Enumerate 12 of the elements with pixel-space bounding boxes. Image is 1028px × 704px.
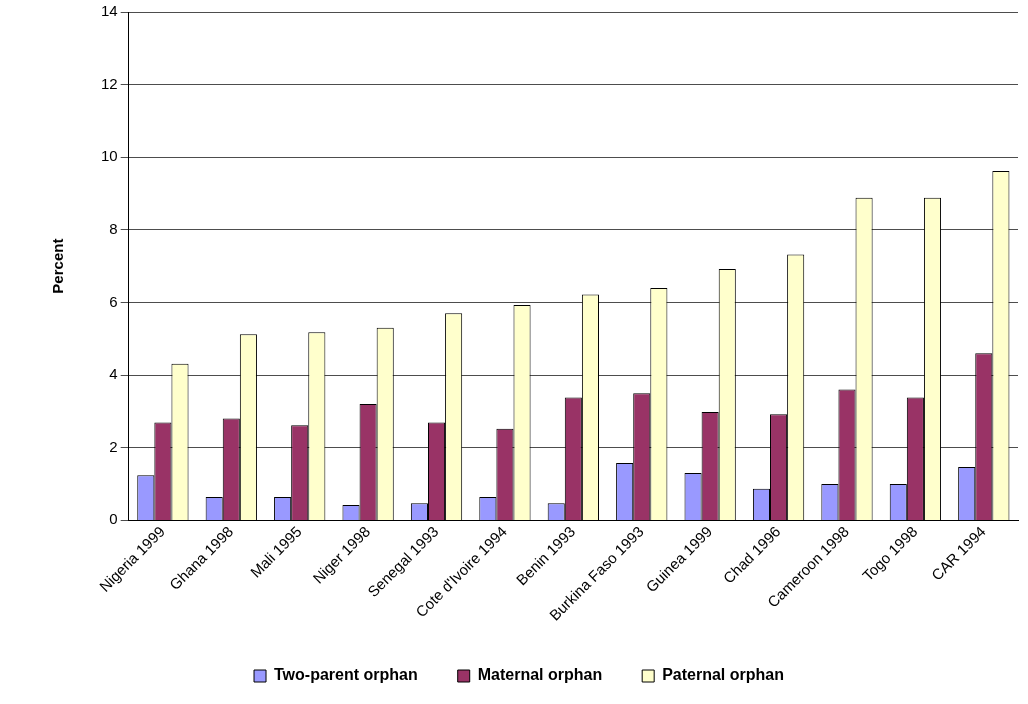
- y-tick-label: 12: [101, 74, 118, 92]
- y-axis-title: Percent: [49, 238, 67, 294]
- y-tick-label: 8: [109, 219, 118, 237]
- legend-label: Paternal orphan: [662, 666, 784, 684]
- y-tick-label: 4: [109, 365, 118, 383]
- y-tick-label: 6: [109, 292, 118, 310]
- y-tick-label: 14: [101, 2, 118, 20]
- y-tick-label: 2: [109, 437, 118, 455]
- legend-label: Two-parent orphan: [274, 666, 418, 684]
- y-tick-label: 10: [101, 147, 118, 165]
- legend-label: Maternal orphan: [477, 666, 603, 684]
- y-tick-label: 0: [109, 510, 118, 528]
